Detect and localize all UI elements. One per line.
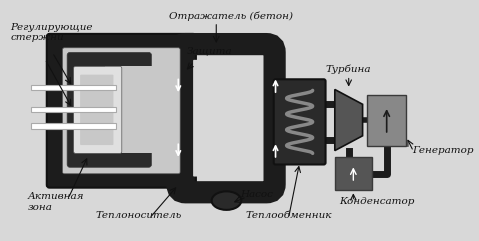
- FancyBboxPatch shape: [193, 60, 259, 177]
- Text: Теплоноситель: Теплоноситель: [95, 211, 182, 220]
- Text: Генератор: Генератор: [411, 146, 473, 155]
- Text: Отражатель (бетон): Отражатель (бетон): [169, 12, 293, 21]
- FancyBboxPatch shape: [67, 53, 151, 167]
- Text: Конденсатор: Конденсатор: [340, 197, 415, 206]
- Text: Теплообменник: Теплообменник: [245, 211, 332, 220]
- FancyBboxPatch shape: [47, 34, 196, 188]
- Bar: [31, 107, 116, 112]
- Ellipse shape: [212, 191, 241, 210]
- Bar: [105, 66, 153, 153]
- FancyBboxPatch shape: [274, 79, 326, 165]
- Text: Активная
зона: Активная зона: [27, 192, 84, 212]
- Text: Турбина: Турбина: [326, 64, 371, 74]
- Text: Регулирующие
стержни: Регулирующие стержни: [11, 23, 93, 42]
- Bar: [367, 95, 406, 146]
- Bar: [31, 123, 116, 128]
- FancyBboxPatch shape: [80, 75, 114, 145]
- Text: Насос: Насос: [240, 189, 273, 199]
- FancyBboxPatch shape: [63, 48, 180, 174]
- Bar: [335, 157, 372, 190]
- Bar: [31, 85, 116, 90]
- Text: Защита: Защита: [187, 46, 232, 55]
- FancyBboxPatch shape: [74, 66, 122, 153]
- Polygon shape: [335, 89, 363, 151]
